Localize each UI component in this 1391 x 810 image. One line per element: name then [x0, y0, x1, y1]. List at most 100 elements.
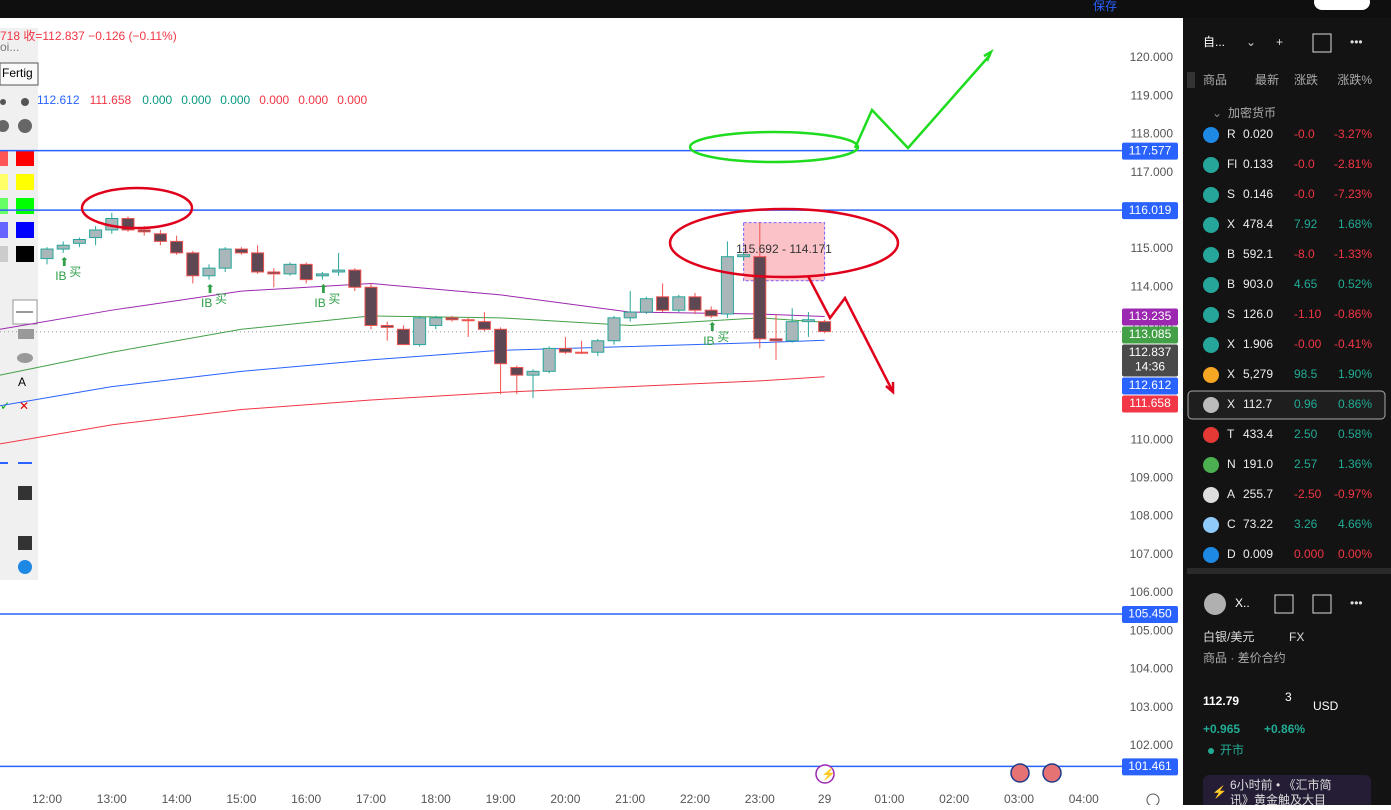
- candle-body: [769, 338, 783, 342]
- x-tick-label: 19:00: [486, 792, 516, 805]
- y-tick-label: 109.000: [1130, 470, 1174, 484]
- watchlist-title[interactable]: 自...: [1203, 35, 1225, 49]
- row-cell: -2.81%: [1334, 157, 1372, 171]
- legend-value: 0.000: [220, 93, 250, 107]
- legend-value: 0.000: [142, 93, 172, 107]
- x-tick-label: 16:00: [291, 792, 321, 805]
- y-tick-label: 117.000: [1131, 165, 1174, 179]
- row-cell: 1.906: [1243, 337, 1273, 351]
- moving-average: [0, 376, 825, 445]
- symbol-icon: [1203, 307, 1219, 323]
- candle-body: [413, 317, 427, 346]
- candle-body: [623, 311, 637, 319]
- candle-body: [818, 321, 832, 333]
- x-tick-label: 17:00: [356, 792, 386, 805]
- detail-kind: 商品 · 差价合约: [1203, 650, 1286, 665]
- row-cell: Fl: [1227, 157, 1237, 171]
- row-cell: 1.36%: [1338, 457, 1372, 471]
- x-tick-label: 14:00: [162, 792, 192, 805]
- symbol-icon: [1203, 127, 1219, 143]
- row-cell: 0.52%: [1338, 277, 1372, 291]
- selected-row: [1187, 390, 1386, 420]
- done-button[interactable]: [0, 62, 39, 86]
- legend-line1: 718 收=112.837 −0.126 (−0.11%): [0, 29, 177, 43]
- row-cell: -0.0: [1294, 187, 1315, 201]
- symbol-icon: [1203, 547, 1219, 563]
- svg-text:⌄: ⌄: [1246, 35, 1256, 49]
- svg-text:✕: ✕: [19, 399, 29, 413]
- price-tag: [1122, 344, 1178, 377]
- y-tick-label: 105.000: [1130, 623, 1174, 637]
- signal-label: IB: [703, 334, 714, 348]
- symbol-icon: [1203, 217, 1219, 233]
- save-button[interactable]: 保存: [1093, 0, 1117, 13]
- price-tag-label: 111.658: [1129, 396, 1171, 410]
- symbol-icon: [1203, 427, 1219, 443]
- toolbar-field: oi...: [0, 40, 19, 54]
- candle-body: [785, 321, 799, 342]
- range-label: 115.692 - 114.171: [736, 242, 832, 256]
- candle-body: [380, 324, 394, 328]
- row-cell: 0.86%: [1338, 397, 1372, 411]
- moving-average: [0, 282, 825, 330]
- x-tick-label: 20:00: [550, 792, 580, 805]
- candle-body: [639, 298, 653, 313]
- symbol-icon: [1203, 397, 1219, 413]
- symbol-icon: [1203, 247, 1219, 263]
- signal-label: 买: [717, 330, 729, 344]
- row-cell: 0.133: [1243, 157, 1273, 171]
- price-tag-label: 101.461: [1128, 759, 1172, 773]
- watchlist-header: 自... ⌄ + ••• ⌄ •••: [1187, 33, 1391, 810]
- signal-arrow: ⬆: [59, 255, 69, 269]
- candle-body: [737, 254, 751, 258]
- row-cell: -7.23%: [1334, 187, 1372, 201]
- symbol-icon: [1203, 157, 1219, 173]
- legend-value: 112.612: [37, 93, 80, 107]
- row-cell: -3.27%: [1334, 127, 1372, 141]
- done-label: Fertig: [2, 66, 33, 80]
- y-tick-label: 118.000: [1131, 127, 1174, 141]
- candle-body: [704, 309, 718, 317]
- x-tick-label: 02:00: [939, 792, 969, 805]
- svg-text:⚡: ⚡: [821, 767, 836, 781]
- column-header: 商品: [1203, 72, 1227, 87]
- legend-value: 0.000: [181, 93, 211, 107]
- y-tick-label: 120.000: [1130, 50, 1174, 64]
- candle-body: [56, 244, 70, 250]
- row-cell: B: [1227, 247, 1235, 261]
- row-cell: B: [1227, 277, 1235, 291]
- row-cell: -0.0: [1294, 157, 1315, 171]
- price-tag-label: 112.837: [1129, 345, 1172, 359]
- candle-body: [267, 271, 281, 275]
- column-header: 涨跌%: [1337, 72, 1372, 87]
- x-tick-label: 04:00: [1069, 792, 1099, 805]
- detail-news1: 6小时前 • 《汇市简: [1230, 777, 1332, 792]
- price-tag-label: 113.085: [1129, 327, 1172, 341]
- y-tick-label: 102.000: [1130, 738, 1174, 752]
- price-tag: [1122, 308, 1178, 326]
- candle-body: [121, 217, 135, 231]
- candle-body: [332, 269, 346, 273]
- row-cell: 191.0: [1243, 457, 1273, 471]
- signal-label: IB: [55, 269, 66, 283]
- news-icon: ⚡: [1212, 785, 1227, 799]
- candle-body: [315, 273, 329, 277]
- candle-body: [283, 263, 297, 275]
- y-tick-label: 114.000: [1131, 279, 1174, 293]
- row-cell: 0.020: [1243, 127, 1273, 141]
- row-cell: S: [1227, 187, 1235, 201]
- candle-body: [348, 269, 362, 288]
- y-tick-label: 108.000: [1130, 509, 1174, 523]
- top-button[interactable]: [1314, 0, 1370, 10]
- price-tag: [1122, 377, 1178, 395]
- signal-label: IB: [201, 296, 212, 310]
- symbol-icon: [1203, 457, 1219, 473]
- signal-arrow: ⬆: [205, 282, 215, 296]
- row-cell: 2.50: [1294, 427, 1318, 441]
- row-cell: 98.5: [1294, 367, 1318, 381]
- detail-change: +0.965: [1203, 722, 1240, 736]
- candle-body: [299, 263, 313, 281]
- legend-value: 0.000: [298, 93, 328, 107]
- candle-body: [575, 351, 589, 354]
